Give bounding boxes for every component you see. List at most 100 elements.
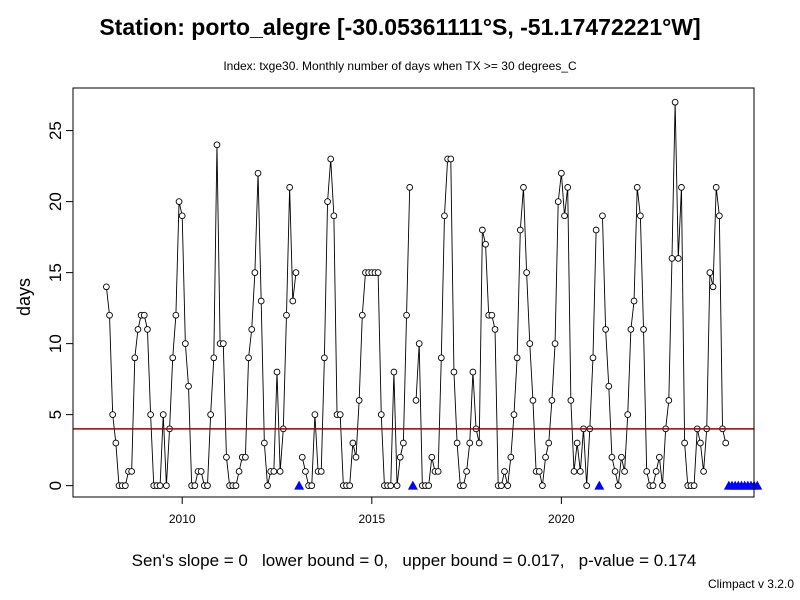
- data-point: [213, 141, 221, 149]
- data-point: [346, 482, 354, 489]
- data-point: [655, 453, 663, 461]
- data-point: [507, 453, 515, 461]
- data-point: [286, 184, 293, 191]
- data-point: [317, 468, 325, 475]
- data-point: [583, 482, 591, 489]
- data-point: [611, 468, 619, 475]
- data-point: [453, 439, 461, 447]
- data-point: [134, 326, 142, 333]
- data-point: [520, 184, 527, 191]
- data-point: [671, 98, 679, 106]
- data-point: [242, 453, 249, 461]
- data-point: [513, 354, 521, 362]
- data-point: [261, 439, 268, 447]
- data-point: [163, 482, 170, 489]
- data-point: [235, 468, 243, 475]
- data-point: [463, 468, 470, 475]
- data-point: [504, 482, 512, 489]
- data-point: [191, 482, 199, 489]
- data-point: [592, 226, 600, 234]
- data-point: [352, 453, 360, 461]
- data-point: [298, 453, 306, 461]
- x-axis: 2010 2015 2020: [169, 497, 575, 526]
- data-point: [501, 468, 508, 475]
- data-point: [535, 468, 543, 475]
- data-point: [204, 482, 211, 489]
- data-point: [643, 468, 651, 475]
- data-point: [510, 411, 518, 418]
- data-point: [349, 439, 357, 447]
- data-point: [321, 354, 328, 362]
- data-point: [589, 354, 597, 362]
- data-point: [447, 155, 455, 163]
- data-point: [311, 411, 319, 418]
- data-point: [561, 212, 568, 220]
- data-point: [358, 311, 366, 319]
- data-point: [526, 340, 534, 347]
- data-point: [400, 439, 407, 447]
- data-point: [450, 368, 458, 376]
- data-point: [551, 340, 559, 347]
- data-point: [270, 468, 278, 475]
- data-point: [197, 468, 205, 475]
- data-point: [567, 397, 575, 404]
- data-point: [627, 326, 635, 333]
- data-point: [523, 269, 530, 276]
- data-point: [479, 226, 486, 234]
- data-point: [602, 326, 609, 333]
- data-point: [112, 439, 120, 447]
- data-point: [668, 255, 676, 262]
- data-point: [175, 198, 183, 205]
- data-point: [308, 482, 316, 489]
- data-point: [441, 212, 448, 220]
- data-point: [144, 326, 151, 333]
- data-point: [103, 283, 110, 291]
- data-point: [207, 411, 214, 418]
- data-point: [488, 311, 496, 319]
- data-point: [681, 439, 688, 447]
- y-axis-label: days: [14, 278, 34, 316]
- x-tick-label: 2020: [548, 512, 575, 526]
- data-point: [539, 482, 546, 489]
- y-tick-label: 10: [46, 334, 65, 353]
- series-line: [105, 144, 297, 487]
- data-point: [273, 368, 281, 376]
- data-point: [178, 212, 186, 220]
- data-point: [147, 411, 154, 418]
- version-credit: Climpact v 3.2.0: [707, 577, 794, 591]
- data-point: [649, 482, 657, 489]
- data-point: [283, 311, 290, 319]
- data-point: [497, 482, 505, 489]
- data-point: [678, 184, 685, 191]
- missing-marker: [594, 480, 605, 490]
- data-point: [169, 354, 177, 362]
- data-point: [599, 212, 606, 220]
- data-point: [245, 354, 252, 362]
- data-point: [564, 184, 572, 191]
- data-points: [103, 98, 730, 489]
- sens-slope-summary: Sen's slope = 0 lower bound = 0, upper b…: [131, 551, 697, 570]
- data-point: [140, 311, 148, 319]
- data-point: [276, 468, 284, 475]
- data-point: [210, 354, 218, 362]
- data-point: [109, 411, 117, 418]
- data-point: [377, 411, 385, 418]
- data-point: [437, 354, 445, 362]
- missing-marker: [407, 480, 418, 490]
- data-point: [390, 368, 398, 376]
- data-point: [573, 439, 581, 447]
- data-point: [621, 468, 628, 475]
- data-point: [460, 482, 467, 489]
- data-point: [624, 411, 632, 418]
- data-point: [257, 297, 265, 305]
- data-point: [393, 482, 401, 489]
- data-point: [355, 397, 363, 404]
- data-point: [219, 340, 227, 347]
- y-tick-label: 0: [46, 481, 65, 490]
- series-line: [602, 102, 727, 487]
- data-point: [516, 226, 524, 234]
- data-point: [248, 326, 256, 333]
- data-point: [706, 269, 714, 276]
- data-point: [618, 453, 625, 461]
- data-point: [529, 397, 537, 404]
